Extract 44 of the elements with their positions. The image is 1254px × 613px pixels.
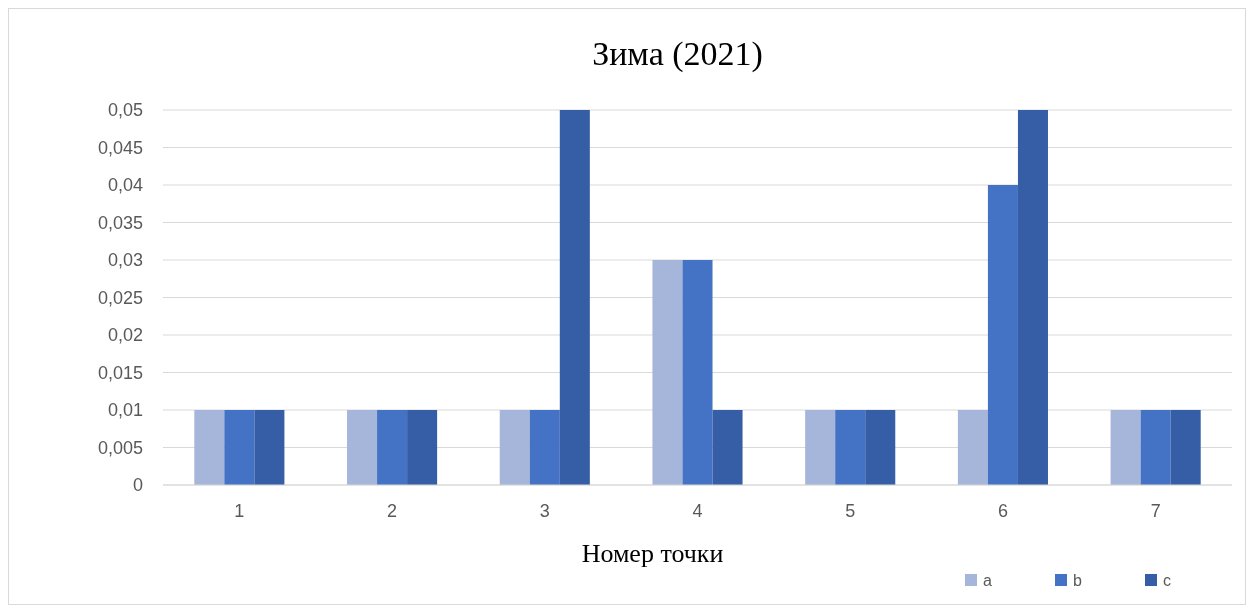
x-tick-label: 4 [692,501,703,521]
bar [1017,110,1048,485]
x-tick-label: 7 [1150,501,1161,521]
bar [194,410,225,485]
x-tick-label: 6 [997,501,1008,521]
y-tick-label: 0,05 [107,100,143,121]
x-tick-label: 2 [387,501,398,521]
bar [559,110,590,485]
bar [529,410,560,485]
bar [377,410,408,485]
bar [805,410,836,485]
legend-label: b [1073,571,1082,589]
bar [682,260,713,485]
bar [987,185,1018,485]
bar [1140,410,1171,485]
chart-title: Зима (2021) [592,35,763,73]
y-tick-label: 0,005 [97,437,143,458]
y-tick-label: 0,045 [97,137,143,158]
bar [1170,410,1201,485]
bar [865,410,896,485]
y-tick-label: 0,025 [97,287,143,308]
y-tick-label: 0,04 [107,175,143,196]
bar [407,410,438,485]
x-tick-label: 1 [234,501,245,521]
y-tick-label: 0,03 [107,250,143,271]
bar [224,410,255,485]
y-tick-label: 0 [132,475,143,496]
y-tick-label: 0,01 [107,400,143,421]
legend-label: c [1163,571,1171,589]
bar [835,410,866,485]
bar [712,410,743,485]
y-tick-label: 0,015 [97,362,143,383]
bar [957,410,988,485]
bar [254,410,285,485]
bar [347,410,378,485]
x-tick-label: 3 [539,501,550,521]
bar [652,260,683,485]
x-tick-label: 5 [845,501,856,521]
x-axis-title: Номер точки [581,539,724,568]
bar [499,410,530,485]
legend-label: a [983,571,992,589]
bar [1110,410,1141,485]
y-tick-label: 0,02 [107,325,143,346]
y-tick-label: 0,035 [97,212,143,233]
